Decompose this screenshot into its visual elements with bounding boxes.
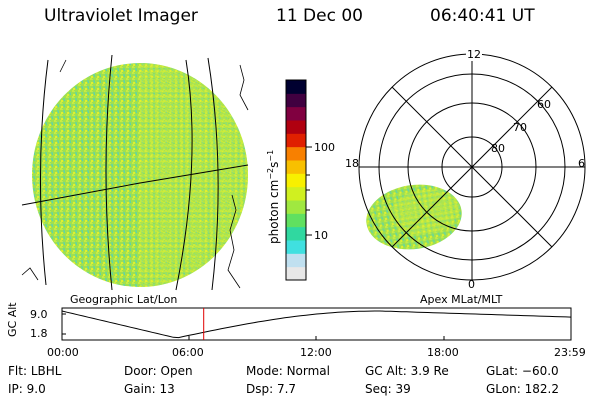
time-tick-1200: 12:00	[300, 346, 332, 359]
gc-alt-axis-label: GC Alt	[6, 302, 19, 337]
colorbar-segment	[286, 133, 306, 148]
footer-dsp: Dsp: 7.7	[246, 382, 296, 396]
timeline-ticks	[61, 313, 572, 340]
time-tick-2359: 23:59	[554, 346, 586, 359]
date-label: 11 Dec 00	[276, 6, 363, 26]
footer-glat-key: GLat:	[486, 364, 519, 378]
colorbar-segment	[286, 80, 306, 94]
colorbar-unit-exp2: −1	[266, 149, 275, 162]
mlat-label-60: 60	[537, 98, 551, 111]
colorbar-unit-s: s	[267, 161, 281, 168]
footer-ip: IP: 9.0	[8, 382, 46, 396]
geo-coastlines	[21, 59, 249, 289]
colorbar-tick-10: 10	[314, 229, 328, 242]
colorbar-segment	[286, 106, 306, 121]
timeline-plot	[61, 307, 572, 341]
footer-gain: Gain: 13	[124, 382, 175, 396]
colorbar-segment	[286, 160, 306, 174]
apex-bright-region	[390, 189, 460, 235]
colorbar-segment	[286, 213, 306, 228]
time-label: 06:40:41 UT	[430, 6, 535, 26]
footer-door-val: Open	[160, 364, 193, 378]
footer-gcalt-val: 3.9 Re	[410, 364, 449, 378]
footer-glon-key: GLon:	[486, 382, 521, 396]
time-tick-1800: 18:00	[427, 346, 459, 359]
colorbar-segment	[286, 186, 306, 201]
colorbar	[285, 79, 307, 281]
footer-glat: GLat: −60.0	[486, 364, 559, 378]
timeline-frame	[61, 307, 572, 341]
mlt-label-6: 6	[578, 157, 585, 170]
footer-gain-val: 13	[159, 382, 175, 396]
footer-seq: Seq: 39	[365, 382, 411, 396]
colorbar-unit-exp1: −2	[266, 167, 275, 180]
footer-flt: Flt: LBHL	[8, 364, 61, 378]
footer-glat-val: −60.0	[521, 364, 559, 378]
footer-flt-val: LBHL	[30, 364, 62, 378]
gc-alt-tick-1.8: 1.8	[30, 327, 48, 340]
gc-alt-tick-9: 9.0	[30, 308, 48, 321]
colorbar-segment	[286, 226, 306, 241]
colorbar-frame	[285, 79, 307, 281]
time-tick-0600: 06:00	[172, 346, 204, 359]
geo-bright-region	[140, 63, 248, 287]
apex-caption: Apex MLat/MLT	[420, 293, 503, 306]
colorbar-segment	[286, 173, 306, 188]
colorbar-segment	[286, 120, 306, 134]
mlat-label-80: 80	[491, 142, 505, 155]
colorbar-unit-label: photon cm−2s−1	[266, 150, 281, 244]
footer-gcalt: GC Alt: 3.9 Re	[365, 364, 449, 378]
footer-ip-key: IP:	[8, 382, 23, 396]
colorbar-tick-100: 100	[314, 141, 335, 154]
footer-glon: GLon: 182.2	[486, 382, 559, 396]
footer-mode: Mode: Normal	[246, 364, 330, 378]
colorbar-ticks	[306, 146, 312, 236]
geo-grid-lines	[21, 54, 249, 291]
footer-seq-val: 39	[395, 382, 411, 396]
mlt-label-18: 18	[345, 157, 359, 170]
colorbar-unit-text: photon cm	[267, 179, 281, 244]
footer-mode-key: Mode:	[246, 364, 283, 378]
footer-gain-key: Gain:	[124, 382, 156, 396]
gc-alt-curve	[61, 310, 572, 339]
colorbar-segment	[286, 93, 306, 108]
footer-dsp-key: Dsp:	[246, 382, 274, 396]
footer-dsp-val: 7.7	[276, 382, 297, 396]
apex-polar-plot	[358, 53, 586, 281]
footer-door: Door: Open	[124, 364, 193, 378]
colorbar-segment	[286, 146, 306, 161]
footer-glon-val: 182.2	[524, 382, 559, 396]
geographic-caption: Geographic Lat/Lon	[70, 293, 178, 306]
footer-seq-key: Seq:	[365, 382, 392, 396]
footer-mode-val: Normal	[286, 364, 330, 378]
footer-ip-val: 9.0	[26, 382, 46, 396]
colorbar-segment	[286, 253, 306, 268]
apex-grid	[358, 53, 586, 281]
mlt-label-12: 12	[466, 48, 482, 61]
mlat-label-70: 70	[513, 121, 527, 134]
instrument-title: Ultraviolet Imager	[44, 6, 198, 26]
colorbar-segment	[286, 266, 306, 281]
footer-gcalt-key: GC Alt:	[365, 364, 407, 378]
geographic-image-panel	[21, 54, 249, 291]
time-tick-0000: 00:00	[47, 346, 79, 359]
mlt-label-0: 0	[468, 278, 475, 291]
colorbar-segment	[286, 240, 306, 254]
colorbar-segment	[286, 200, 306, 214]
footer-flt-key: Flt:	[8, 364, 27, 378]
footer-door-key: Door:	[124, 364, 157, 378]
